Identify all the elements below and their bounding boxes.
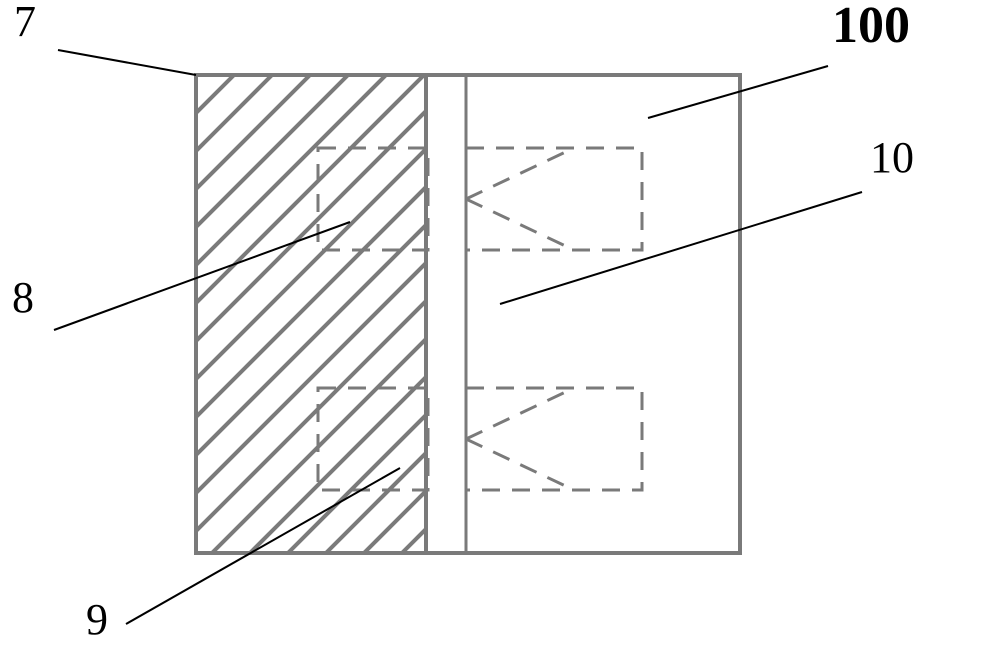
callout-label-8: 8 [12,273,34,322]
dashed-trap-line-a-3 [466,388,574,439]
callout-label-10: 10 [870,133,914,182]
dashed-trap-rect-3 [466,388,642,490]
dashed-square-2 [318,388,428,490]
callout-label-100: 100 [832,0,910,54]
dashed-trap-rect-1 [466,148,642,250]
callout-label-7: 7 [14,0,36,46]
dashed-trap-line-b-3 [466,439,574,490]
leader-line-10 [500,192,862,304]
diagram-canvas: 7 100 10 8 9 [0,0,1000,668]
leader-line-8 [54,222,350,330]
diagram-svg: 7 100 10 8 9 [0,0,1000,668]
dashed-trap-line-b-1 [466,199,574,250]
dashed-trap-line-a-1 [466,148,574,199]
leader-line-7 [58,50,196,75]
callout-label-9: 9 [86,595,108,644]
leader-line-9 [126,468,400,624]
